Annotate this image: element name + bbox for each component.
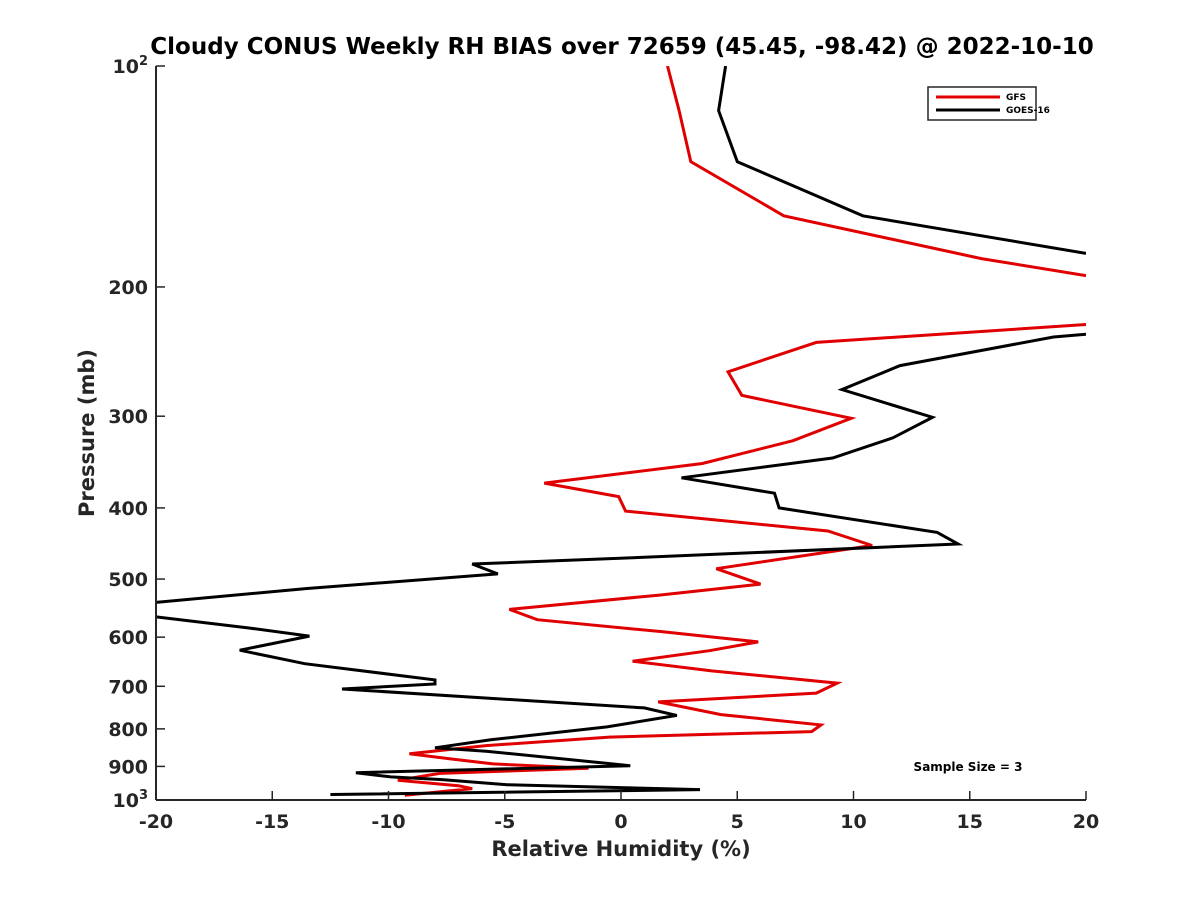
x-tick-label: 10 <box>840 811 866 833</box>
x-tick-label: 20 <box>1073 811 1099 833</box>
legend-label-goes-16: GOES-16 <box>1006 106 1050 116</box>
axes-group: -20 -15 -10 -5 0 5 10 15 20 102 200 300 400 500 600 700… <box>108 54 1099 833</box>
y-axis-label: Pressure (mb) <box>75 349 99 517</box>
x-tick-label: 15 <box>957 811 983 833</box>
y-tick-label: 500 <box>108 569 148 591</box>
y-tick-label: 800 <box>108 719 148 741</box>
series-group <box>156 66 1086 797</box>
x-tick-label: -20 <box>139 811 173 833</box>
legend-label-gfs: GFS <box>1006 93 1026 103</box>
x-axis-label: Relative Humidity (%) <box>491 837 750 861</box>
x-tick-label: 5 <box>731 811 744 833</box>
y-tick-label: 200 <box>108 277 148 299</box>
y-tick-label: 300 <box>108 406 148 428</box>
legend-box <box>927 86 1037 121</box>
x-tick-label: -15 <box>255 811 289 833</box>
y-tick-label: 400 <box>108 498 148 520</box>
x-tick-label: -5 <box>494 811 515 833</box>
x-tick-label: -10 <box>371 811 405 833</box>
series-line-goes-16 <box>156 66 1086 796</box>
sample-size-note: Sample Size = 3 <box>914 760 1023 774</box>
y-tick-label: 102 <box>113 54 149 78</box>
x-tick-label: 0 <box>614 811 627 833</box>
chart-title: Cloudy CONUS Weekly RH BIAS over 72659 (… <box>150 34 1093 60</box>
series-line-gfs <box>397 66 1086 797</box>
y-tick-label: 103 <box>113 788 149 812</box>
y-tick-label: 600 <box>108 627 148 649</box>
y-tick-label: 900 <box>108 756 148 778</box>
y-tick-label: 700 <box>108 676 148 698</box>
legend: GFS GOES-16 <box>927 86 1050 121</box>
